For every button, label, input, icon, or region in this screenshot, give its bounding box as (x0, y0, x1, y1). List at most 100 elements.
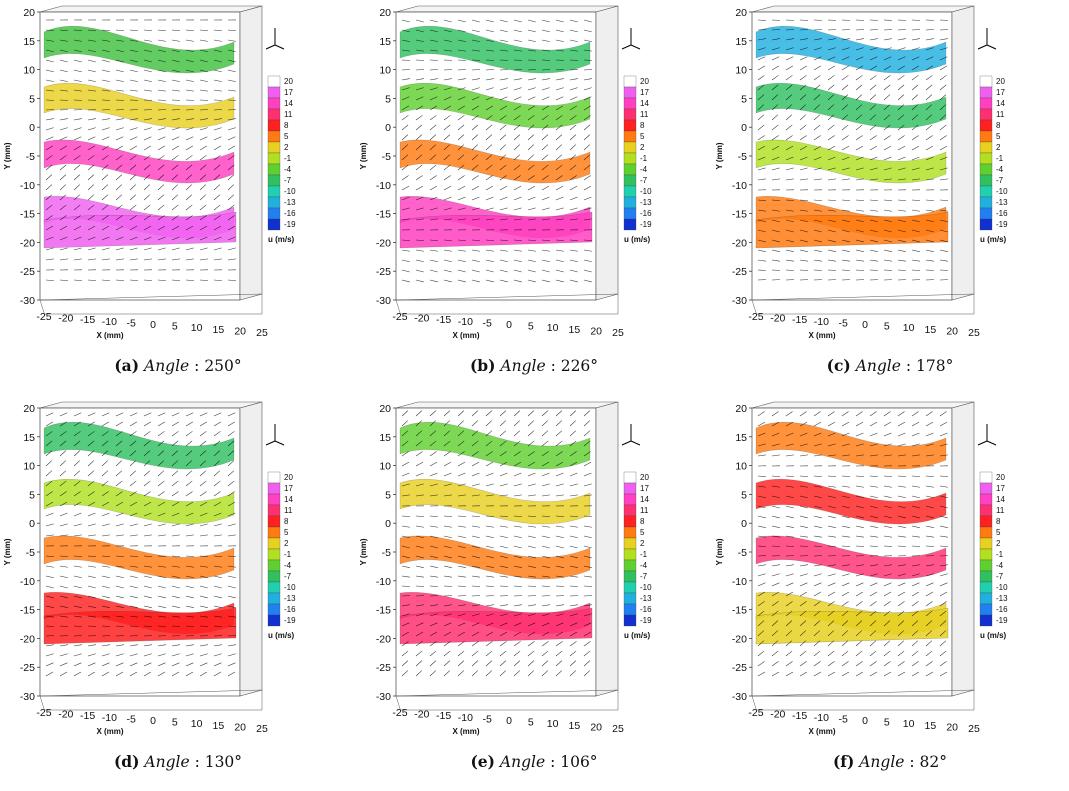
y-tick-label: -30 (732, 691, 747, 703)
vector-arrow (129, 585, 138, 589)
vector-arrow (925, 630, 933, 637)
vector-arrow (157, 145, 166, 151)
colorbar-label: 17 (996, 88, 1005, 97)
vector-arrow (45, 184, 53, 191)
vector-arrow (527, 641, 535, 647)
vector-arrow (841, 178, 850, 181)
colorbar-swatch (623, 163, 637, 176)
vector-field (401, 410, 593, 677)
vector-arrow (527, 535, 536, 539)
vector-arrow (513, 430, 521, 437)
colorbar-label: -19 (284, 220, 296, 229)
vector-arrow (785, 535, 794, 538)
colorbar-label: 2 (996, 539, 1001, 548)
colorbar-swatch (623, 174, 637, 187)
vector-arrow (841, 620, 849, 627)
vector-arrow (569, 451, 577, 457)
vector-arrow (569, 650, 577, 657)
vector-arrow (129, 615, 138, 618)
vector-arrow (457, 461, 466, 467)
colorbar-label: 2 (640, 143, 645, 152)
vector-arrow (869, 601, 877, 607)
vector-arrow (129, 127, 138, 131)
y-axis-label: Y (mm) (359, 538, 368, 565)
vector-arrow (213, 470, 221, 477)
vector-arrow (443, 494, 452, 497)
vector-arrow (443, 641, 451, 647)
vector-arrow (555, 134, 563, 141)
colorbar-swatch (267, 614, 281, 627)
vector-arrow (471, 134, 479, 141)
vector-arrow (555, 164, 563, 171)
vector-arrow (925, 661, 933, 667)
vector-arrow (415, 430, 423, 437)
vector-arrow (785, 411, 793, 417)
colorbar-label: 5 (996, 132, 1001, 141)
vector-arrow (785, 47, 794, 51)
vector-arrow (569, 420, 577, 427)
vector-arrow (471, 461, 480, 467)
vector-arrow (757, 505, 766, 509)
vector-arrow (757, 135, 765, 141)
vector-arrow (897, 640, 905, 647)
vector-arrow (101, 431, 109, 437)
vector-arrow (415, 650, 423, 657)
vector-arrow (429, 196, 438, 201)
vector-arrow (757, 229, 766, 233)
vector-arrow (939, 630, 947, 637)
vector-arrow (443, 545, 452, 549)
vector-arrow (569, 134, 577, 141)
vector-arrow (925, 582, 934, 587)
vector-arrow (143, 236, 152, 241)
vector-arrow (925, 229, 934, 233)
isosurface-base (43, 211, 237, 249)
caption-label: Angle (144, 357, 190, 375)
vector-arrow (527, 269, 536, 273)
vector-arrow (799, 84, 807, 91)
vector-arrow (59, 450, 67, 457)
vector-arrow (87, 412, 96, 417)
vector-arrow (911, 601, 919, 607)
vector-arrow (925, 259, 934, 262)
vector-arrow (869, 84, 877, 91)
vector-arrow (569, 622, 578, 627)
vector-arrow (443, 249, 452, 252)
vector-arrow (485, 483, 494, 487)
vector-arrow (869, 591, 878, 597)
vector-arrow (555, 29, 564, 33)
vector-arrow (415, 49, 424, 52)
vector-arrow (555, 218, 564, 221)
vector-arrow (841, 591, 850, 597)
vector-arrow (171, 534, 180, 537)
y-tick-label: -5 (382, 547, 391, 559)
vector-arrow (883, 75, 891, 81)
vector-arrow (87, 644, 96, 647)
colorbar-label: -10 (640, 583, 652, 592)
vector-arrow (87, 501, 96, 507)
vector-arrow (925, 94, 933, 101)
vector-arrow (911, 505, 920, 509)
colorbar-swatch (267, 130, 281, 143)
y-tick-label: 15 (379, 432, 391, 444)
vector-arrow (401, 105, 410, 111)
vector-arrow (841, 582, 850, 587)
vector-arrow (115, 127, 124, 131)
vector-arrow (583, 650, 591, 657)
vector-arrow (143, 184, 151, 191)
vector-arrow (171, 644, 180, 647)
vector-arrow (771, 671, 780, 677)
vector-arrow (443, 410, 451, 417)
vector-arrow (429, 185, 438, 191)
vector-arrow (457, 420, 465, 427)
vector-arrow (87, 258, 96, 261)
vector-arrow (415, 613, 424, 617)
x-tick-label: -20 (58, 313, 73, 325)
vector-arrow (129, 279, 138, 281)
vector-arrow (513, 134, 521, 141)
vector-arrow (897, 229, 906, 233)
x-tick-label: -15 (436, 314, 451, 326)
colorbar-label: 5 (996, 528, 1001, 537)
vector-arrow (555, 78, 564, 81)
x-tick-label: 20 (946, 721, 958, 733)
vector-arrow (869, 229, 878, 233)
